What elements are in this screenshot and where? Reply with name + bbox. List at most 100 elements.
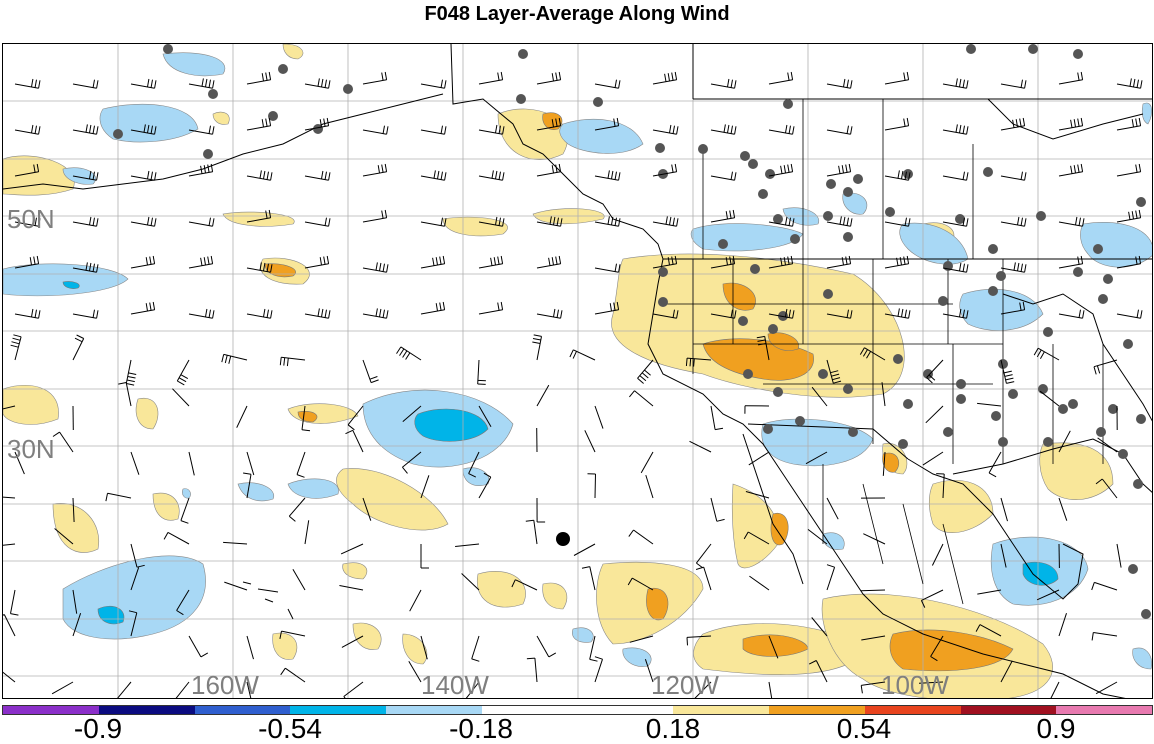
wind-barb-feather	[963, 80, 964, 88]
wind-barb-feather	[325, 218, 326, 226]
wind-barb-feather	[1092, 582, 1095, 590]
wind-barb-feather	[433, 258, 434, 266]
wind-barb-feather	[1074, 165, 1075, 173]
wind-barb-feather	[690, 358, 691, 366]
wind-barb-feather	[155, 172, 156, 180]
wind-barb-feather	[989, 473, 996, 477]
wind-barb	[237, 406, 247, 428]
wind-barb-feather	[615, 218, 616, 226]
wind-barb-feather	[900, 257, 901, 265]
wind-barb-feather	[370, 377, 378, 380]
wind-barb-feather	[325, 310, 326, 318]
wind-barb-feather	[280, 357, 281, 365]
wind-barb-feather	[1013, 120, 1014, 128]
wind-barb-feather	[1014, 262, 1015, 270]
wind-barb-feather	[327, 256, 328, 264]
wind-barb-feather	[438, 171, 439, 179]
wind-barb-feather	[320, 257, 321, 265]
wind-barb	[696, 544, 711, 563]
wind-barb	[293, 569, 305, 590]
wind-barb-feather	[127, 380, 135, 382]
wind-barb	[1059, 498, 1067, 521]
wind-barb-feather	[1071, 166, 1072, 174]
wind-barb-feather	[443, 256, 444, 264]
wind-barb-feather	[208, 257, 209, 265]
wind-barb	[646, 475, 653, 498]
wind-barb	[711, 498, 717, 521]
wind-barb-feather	[75, 338, 82, 342]
lon-label-120w: 120W	[651, 672, 719, 698]
wind-barb-feather	[34, 257, 35, 265]
wind-barb-feather	[222, 354, 224, 362]
colorbar-label: -0.9	[74, 714, 122, 744]
wind-barb	[827, 498, 838, 519]
wind-barb-feather	[1021, 264, 1022, 272]
wind-barb-feather	[39, 310, 40, 318]
wind-barb-feather	[498, 303, 499, 311]
map-panel: 50N 30N 160W 140W 120W 100W	[2, 43, 1153, 699]
wind-barb-feather	[501, 256, 502, 264]
wind-barb	[595, 406, 603, 429]
wind-barb-feather	[209, 126, 210, 134]
wind-barb-feather	[1004, 371, 1012, 373]
wind-barb	[60, 432, 73, 452]
wind-barb-feather	[904, 257, 905, 265]
wind-barb-feather	[730, 211, 731, 219]
wind-barb-feather	[13, 335, 21, 337]
wind-barb-feather	[329, 218, 330, 226]
wind-barb	[247, 452, 254, 475]
wind-barb-feather	[501, 72, 502, 80]
wind-barb-feather	[1081, 118, 1082, 126]
wind-barb-feather	[1040, 352, 1044, 359]
wind-barb-feather	[327, 118, 328, 126]
wind-barb-feather	[1097, 366, 1099, 374]
wind-barb-feather	[322, 171, 323, 179]
wind-barb-feather	[385, 164, 386, 172]
wind-barb-feather	[271, 172, 272, 180]
wind-barb-feather	[1129, 212, 1130, 220]
wind-barb-feather	[346, 430, 353, 433]
wind-barb-feather	[494, 257, 495, 265]
wind-barb-feather	[842, 165, 843, 173]
lat-label-30n: 30N	[7, 436, 55, 462]
wind-barb-feather	[491, 258, 492, 266]
wind-barb-feather	[503, 172, 504, 180]
wind-barb-feather	[1076, 217, 1077, 225]
wind-barb-feather	[902, 309, 903, 317]
wind-barb-feather	[382, 211, 383, 219]
wind-barb-feather	[1006, 378, 1014, 380]
wind-barb	[4, 615, 15, 637]
wind-barb-feather	[1081, 164, 1082, 172]
wind-barb-feather	[791, 164, 792, 172]
wind-barb-feather	[387, 126, 388, 134]
wind-barb-feather	[844, 217, 845, 225]
wind-barb-feather	[902, 171, 903, 179]
wind-barb-feather	[348, 425, 354, 430]
wind-barb-feather	[677, 218, 678, 226]
wind-barb-feather	[608, 216, 609, 224]
wind-barb-feather	[284, 358, 285, 366]
colorbar-label: 0.9	[1037, 714, 1076, 744]
wind-barb-feather	[1139, 118, 1140, 126]
wind-barb-feather	[956, 124, 957, 132]
wind-barb-feather	[32, 309, 33, 317]
wind-barb-feather	[243, 473, 251, 474]
wind-barb	[189, 452, 194, 475]
wind-barb-feather	[267, 310, 268, 318]
wind-barb-feather	[960, 309, 961, 317]
wind-barb-feather	[735, 172, 736, 180]
wind-barb	[1048, 682, 1059, 699]
wind-barb-feather	[77, 335, 84, 339]
wind-barb-feather	[383, 310, 384, 318]
wind-barb-feather	[213, 80, 214, 88]
wind-barb	[921, 590, 943, 600]
wind-barb-feather	[570, 350, 573, 357]
wind-barb-feather	[378, 165, 379, 173]
wind-barb-feather	[642, 373, 648, 378]
wind-barb-feather	[615, 80, 616, 88]
wind-barb	[168, 532, 189, 544]
wind-barb-feather	[318, 78, 319, 86]
wind-barb	[181, 498, 189, 521]
wind-barb-feather	[155, 218, 156, 226]
wind-barb-feather	[672, 73, 673, 81]
